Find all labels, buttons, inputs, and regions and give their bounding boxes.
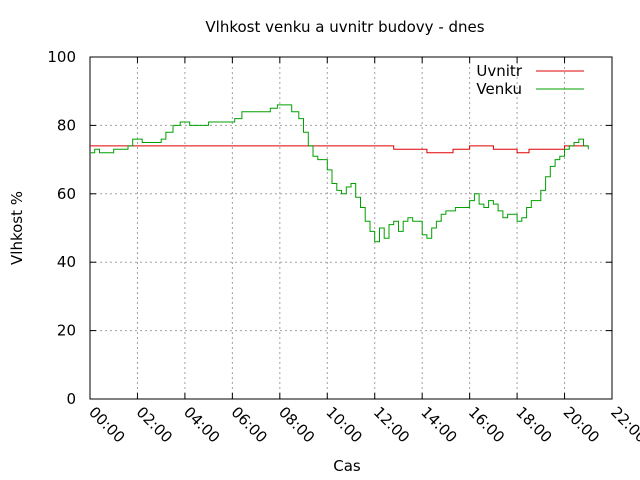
x-tick-label: 18:00 xyxy=(512,403,555,446)
y-tick-label: 0 xyxy=(66,390,76,408)
legend: Uvnitr Venku xyxy=(476,62,584,98)
y-tick-label: 80 xyxy=(57,116,76,134)
x-tick-label: 14:00 xyxy=(417,403,460,446)
grid-lines xyxy=(90,57,612,399)
x-axis: 00:00 02:00 04:00 06:00 08:00 10:00 12:00 14:00… xyxy=(85,57,640,446)
series-lines xyxy=(90,104,589,243)
y-axis: 0 20 40 60 80 100 xyxy=(47,48,612,408)
x-tick-label: 00:00 xyxy=(85,403,128,446)
x-axis-label: Cas xyxy=(333,457,361,475)
x-tick-label: 04:00 xyxy=(180,403,223,446)
legend-label-venku: Venku xyxy=(476,80,522,98)
x-tick-label: 10:00 xyxy=(322,403,365,446)
series-line-uvnitr xyxy=(90,145,589,154)
y-tick-label: 40 xyxy=(57,253,76,271)
x-tick-label: 08:00 xyxy=(275,403,318,446)
y-tick-label: 20 xyxy=(57,322,76,340)
y-tick-label: 60 xyxy=(57,185,76,203)
x-tick-label: 20:00 xyxy=(560,403,603,446)
y-axis-label: Vlhkost % xyxy=(8,191,26,265)
plot-frame xyxy=(89,56,613,400)
x-tick-label: 06:00 xyxy=(228,403,271,446)
legend-label-uvnitr: Uvnitr xyxy=(476,62,522,80)
x-tick-label: 02:00 xyxy=(133,403,176,446)
chart-title: Vlhkost venku a uvnitr budovy - dnes xyxy=(205,18,484,36)
series-line-venku xyxy=(90,104,589,243)
x-tick-label: 16:00 xyxy=(465,403,508,446)
x-tick-label: 12:00 xyxy=(370,403,413,446)
y-tick-label: 100 xyxy=(47,48,76,66)
x-tick-label: 22:00 xyxy=(607,403,640,446)
